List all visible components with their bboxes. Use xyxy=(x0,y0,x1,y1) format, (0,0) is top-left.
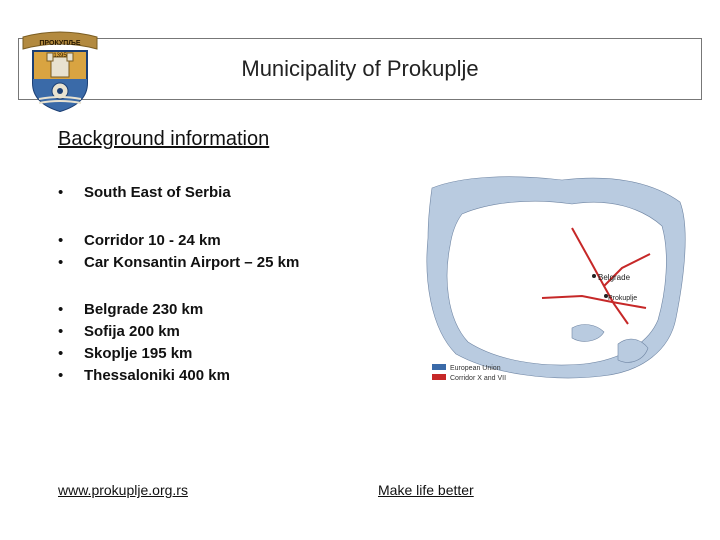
bullet-icon: • xyxy=(58,299,84,321)
bullet-text: South East of Serbia xyxy=(84,182,231,204)
footer-website[interactable]: www.prokuplje.org.rs xyxy=(58,482,188,498)
bullet-item: • Belgrade 230 km xyxy=(58,299,398,321)
section-heading: Background information xyxy=(58,128,269,151)
legend-label: Corridor X and VII xyxy=(450,375,506,382)
bullet-item: • Sofija 200 km xyxy=(58,321,398,343)
bullet-icon: • xyxy=(58,365,84,387)
city-marker xyxy=(592,274,596,278)
bullet-text: Thessaloniki 400 km xyxy=(84,365,230,387)
municipal-crest-icon: ПРОКУПЉЕ 1395 xyxy=(15,25,105,115)
page-title: Municipality of Prokuplje xyxy=(19,56,701,82)
bullet-icon: • xyxy=(58,321,84,343)
bullet-group: • Corridor 10 - 24 km • Car Konsantin Ai… xyxy=(58,230,398,274)
legend-label: European Union xyxy=(450,365,501,372)
europe-map-graphic: Belgrade Prokuplje European Union Corrid… xyxy=(422,168,692,388)
bullet-item: • Thessaloniki 400 km xyxy=(58,365,398,387)
bullet-item: • Car Konsantin Airport – 25 km xyxy=(58,252,398,274)
crest-year: 1395 xyxy=(53,53,67,59)
bullet-text: Skoplje 195 km xyxy=(84,343,192,365)
bullet-group: • Belgrade 230 km • Sofija 200 km • Skop… xyxy=(58,299,398,386)
map-label: Belgrade xyxy=(598,273,631,282)
bullet-text: Corridor 10 - 24 km xyxy=(84,230,221,252)
bullet-icon: • xyxy=(58,182,84,204)
bullet-icon: • xyxy=(58,252,84,274)
footer-slogan: Make life better xyxy=(378,482,474,498)
bullet-item: • South East of Serbia xyxy=(58,182,398,204)
header-band: ПРОКУПЉЕ 1395 Municipality of Prokuplje xyxy=(18,38,702,100)
bullet-text: Car Konsantin Airport – 25 km xyxy=(84,252,299,274)
bullet-icon: • xyxy=(58,230,84,252)
crest-banner-text: ПРОКУПЉЕ xyxy=(39,40,81,47)
bullet-item: • Corridor 10 - 24 km xyxy=(58,230,398,252)
bullet-group: • South East of Serbia xyxy=(58,182,398,204)
bullet-text: Sofija 200 km xyxy=(84,321,180,343)
bullet-icon: • xyxy=(58,343,84,365)
bullet-content: • South East of Serbia • Corridor 10 - 2… xyxy=(58,182,398,412)
bullet-text: Belgrade 230 km xyxy=(84,299,203,321)
map-label: Prokuplje xyxy=(608,295,637,302)
bullet-item: • Skoplje 195 km xyxy=(58,343,398,365)
